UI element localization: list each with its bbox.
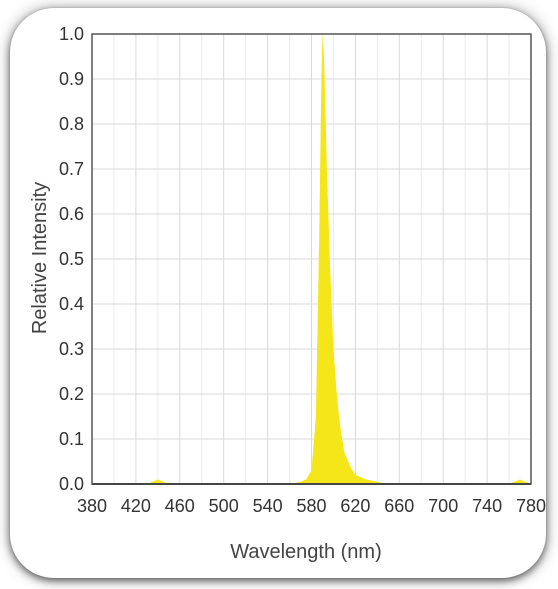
x-axis-label: Wavelength (nm) bbox=[230, 541, 382, 563]
y-tick-label: 0.8 bbox=[59, 114, 84, 134]
y-tick-label: 0.7 bbox=[59, 159, 84, 179]
x-tick-label: 460 bbox=[165, 496, 195, 516]
x-axis-ticks: 380 420 460 500 540 580 620 660 700 740 780 bbox=[77, 496, 546, 516]
x-tick-label: 740 bbox=[472, 496, 502, 516]
x-tick-label: 380 bbox=[77, 496, 107, 516]
y-tick-label: 0.4 bbox=[59, 294, 84, 314]
y-tick-label: 0.1 bbox=[59, 429, 84, 449]
plot-border bbox=[91, 33, 532, 485]
x-tick-label: 620 bbox=[340, 496, 370, 516]
x-tick-label: 580 bbox=[296, 496, 326, 516]
x-tick-label: 700 bbox=[428, 496, 458, 516]
x-tick-label: 660 bbox=[384, 496, 414, 516]
y-tick-label: 0.3 bbox=[59, 339, 84, 359]
x-tick-label: 420 bbox=[121, 496, 151, 516]
plot-frame bbox=[91, 33, 532, 485]
y-tick-label: 0.5 bbox=[59, 249, 84, 269]
y-axis-label: Relative Intensity bbox=[29, 182, 51, 334]
x-tick-label: 500 bbox=[209, 496, 239, 516]
y-tick-label: 1.0 bbox=[59, 24, 84, 44]
y-tick-label: 0.0 bbox=[59, 474, 84, 494]
y-tick-label: 0.6 bbox=[59, 204, 84, 224]
y-tick-label: 0.9 bbox=[59, 69, 84, 89]
y-axis-ticks: 0.0 0.1 0.2 0.3 0.4 0.5 0.6 0.7 0.8 0.9 1.0 bbox=[59, 24, 84, 494]
x-tick-label: 780 bbox=[516, 496, 546, 516]
grid bbox=[91, 33, 532, 485]
y-tick-label: 0.2 bbox=[59, 384, 84, 404]
x-tick-label: 540 bbox=[253, 496, 283, 516]
